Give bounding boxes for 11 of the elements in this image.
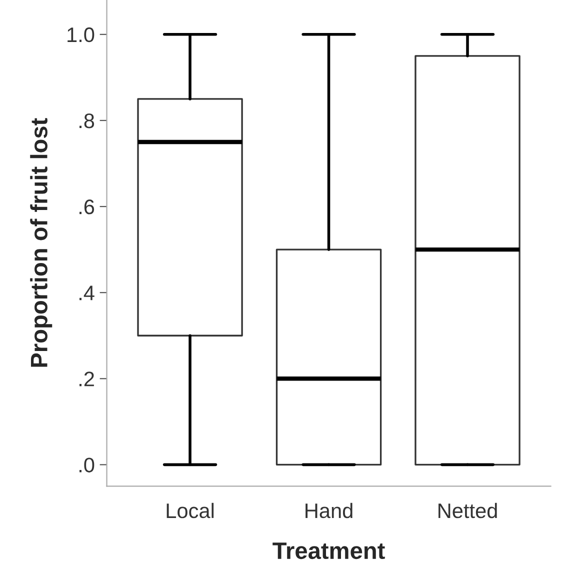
y-tick-label: .0 (80, 458, 94, 472)
x-tick-label: Netted (438, 502, 497, 518)
y-tick-label: .4 (80, 286, 94, 300)
y-axis-title: Proportion of fruit lost (30, 118, 52, 367)
x-tick-label: Local (166, 502, 214, 518)
y-tick-label: .2 (80, 372, 94, 386)
y-tick-label: .6 (80, 200, 94, 214)
y-tick-label: .8 (80, 113, 94, 128)
y-tick-label: 1.0 (68, 27, 94, 42)
x-axis-title: Treatment (272, 542, 385, 560)
x-tick-label: Hand (306, 502, 352, 518)
